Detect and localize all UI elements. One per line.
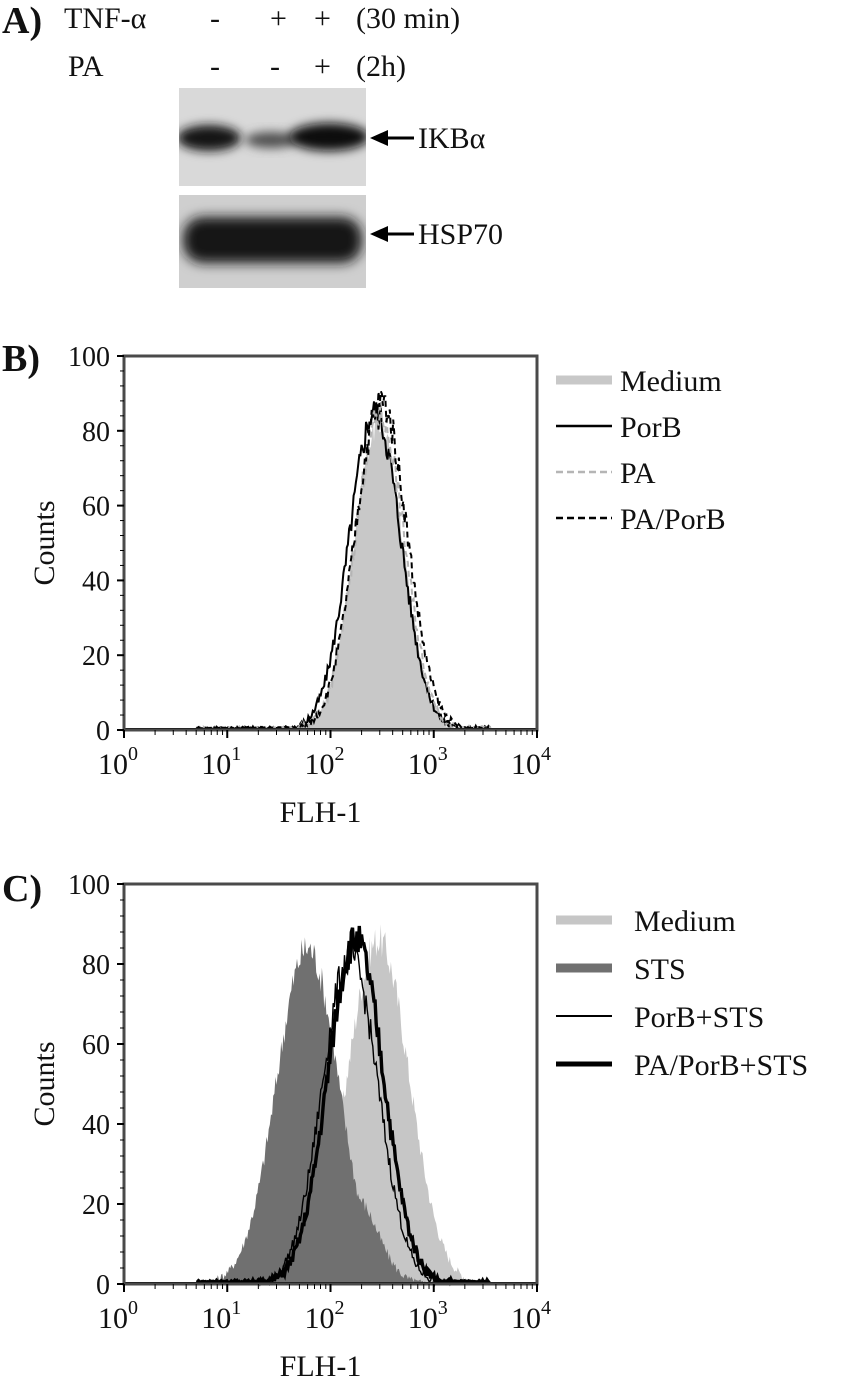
y-tick-label: 100 (68, 342, 110, 373)
y-tick-label: 60 (82, 1030, 110, 1061)
legend-medium-label: Medium (620, 365, 722, 398)
ikba-band-lane1 (179, 125, 241, 151)
hsp70-blot (179, 195, 366, 288)
legend-sts-label: STS (634, 953, 686, 986)
x-axis-label: FLH-1 (280, 796, 362, 829)
histogram-chart-c: 0 20 40 60 80 100 100 101 102 103 104 FLH-1 Counts Me… (28, 870, 808, 1383)
x-tick-label: 103 (408, 743, 448, 781)
panel-b-label: B) (2, 338, 40, 380)
series-sts (196, 937, 491, 1284)
tnf-label: TNF-α (64, 2, 147, 35)
ikba-band-lane2 (245, 132, 297, 148)
tnf-time: (30 min) (356, 2, 461, 35)
legend-pa-porb-label: PA/PorB (620, 503, 726, 536)
legend-porb-label: PorB (620, 411, 682, 444)
y-tick-label: 80 (82, 950, 110, 981)
ikba-label: IKBα (418, 122, 486, 155)
x-tick-label: 100 (98, 1297, 138, 1335)
tnf-lane2: + (270, 2, 287, 35)
legend-pa-porb-sts-label: PA/PorB+STS (634, 1049, 808, 1082)
pa-lane2: - (270, 50, 280, 83)
series-pa-porb-sts (195, 925, 492, 1288)
x-tick-label: 100 (98, 743, 138, 781)
x-tick-label: 101 (201, 1297, 241, 1335)
pa-lane1: - (210, 50, 220, 83)
y-tick-label: 20 (82, 641, 110, 672)
ikba-blot (179, 88, 366, 186)
x-tick-label: 103 (408, 1297, 448, 1335)
series-pa-porb (195, 390, 492, 733)
hsp70-label: HSP70 (418, 218, 504, 251)
panel-a-label: A) (2, 0, 43, 42)
y-axis-label: Counts (28, 1041, 61, 1126)
tnf-lane3: + (314, 2, 331, 35)
x-tick-label: 102 (305, 743, 345, 781)
x-axis-label: FLH-1 (280, 1350, 362, 1383)
x-tick-label: 104 (511, 743, 551, 781)
y-tick-label: 0 (96, 716, 110, 747)
pa-time: (2h) (356, 50, 406, 83)
y-tick-label: 60 (82, 492, 110, 523)
legend-pa-label: PA (620, 457, 656, 490)
y-tick-label: 40 (82, 566, 110, 597)
series-medium (196, 924, 491, 1284)
x-tick-label: 102 (305, 1297, 345, 1335)
legend-medium-label: Medium (634, 905, 736, 938)
legend-porb-sts-label: PorB+STS (634, 1001, 764, 1034)
hsp70-arrow (370, 226, 414, 242)
tnf-lane1: - (210, 2, 220, 35)
y-tick-label: 40 (82, 1110, 110, 1141)
hsp70-band (183, 217, 362, 263)
ikba-arrow (370, 130, 414, 146)
plot-frame (122, 354, 539, 732)
y-tick-label: 20 (82, 1190, 110, 1221)
ikba-band-lane3 (289, 123, 366, 151)
pa-label: PA (68, 50, 104, 83)
x-tick-label: 101 (201, 743, 241, 781)
y-tick-label: 0 (96, 1270, 110, 1301)
x-tick-label: 104 (511, 1297, 551, 1335)
histogram-chart-b: 0 20 40 60 80 100 100 101 102 103 104 FLH-1 Counts Me… (28, 342, 726, 829)
y-axis-label: Counts (28, 500, 61, 585)
y-tick-label: 80 (82, 417, 110, 448)
panel-c-label: C) (2, 868, 43, 910)
pa-lane3: + (314, 50, 331, 83)
y-tick-label: 100 (68, 870, 110, 901)
